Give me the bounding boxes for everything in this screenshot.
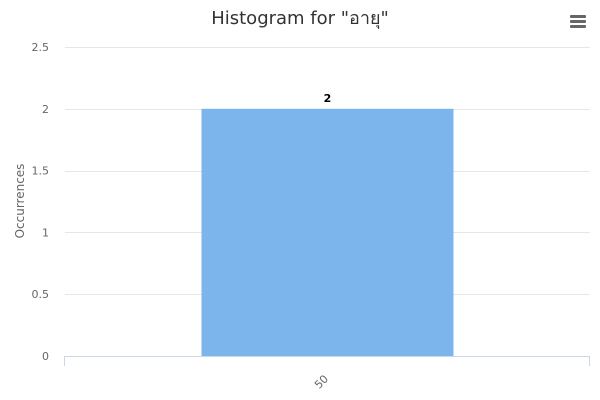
y-tick-label: 2: [42, 103, 49, 116]
y-tick-label: 1: [42, 226, 49, 239]
x-tick-label: 50: [312, 372, 331, 391]
histogram-bar[interactable]: [201, 108, 454, 356]
bars: 2: [201, 92, 454, 356]
y-tick-label: 1.5: [32, 165, 50, 178]
chart-menu-button[interactable]: [566, 10, 590, 32]
y-tick-label: 0.5: [32, 288, 50, 301]
y-tick-label: 0: [42, 350, 49, 363]
chart-title: Histogram for "อายุ": [211, 8, 389, 29]
y-tick-label: 2.5: [32, 41, 50, 54]
y-axis-title: Occurrences: [13, 164, 27, 239]
bar-data-label: 2: [324, 92, 332, 105]
